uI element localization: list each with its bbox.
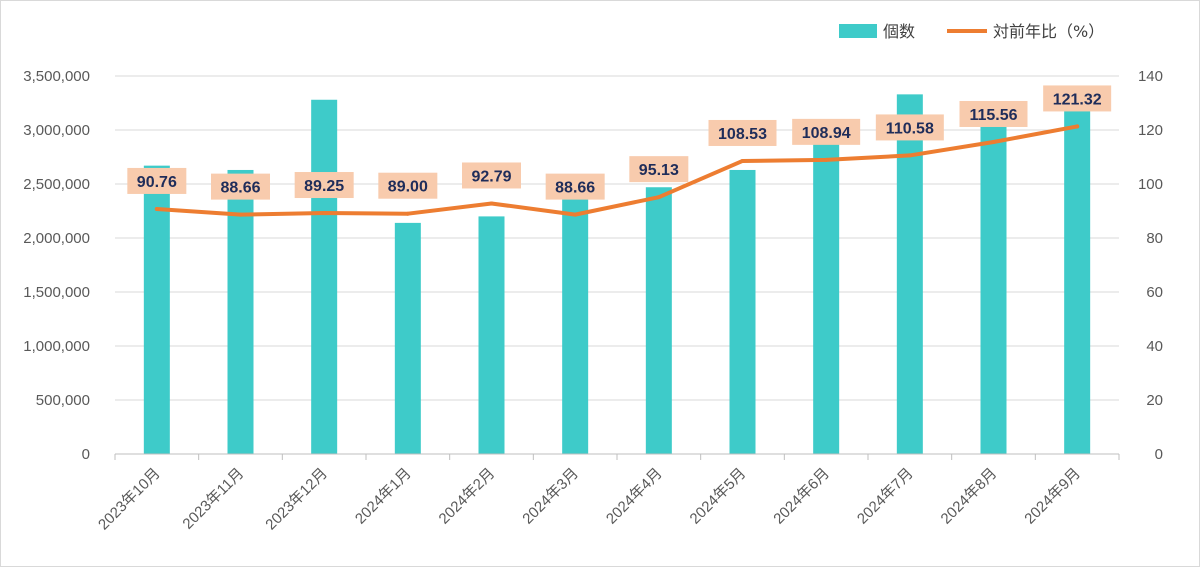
y-left-tick-label: 2,000,000 — [23, 230, 90, 247]
y-left-tick-label: 3,000,000 — [23, 122, 90, 139]
line-point — [322, 211, 327, 216]
bar — [645, 187, 672, 455]
y-right-tick-label: 60 — [1146, 284, 1163, 301]
data-label-bg — [792, 118, 861, 145]
gridlines — [115, 75, 1119, 401]
bar — [394, 222, 421, 454]
data-label: 89.00 — [388, 179, 428, 196]
data-label: 110.58 — [886, 120, 934, 137]
bar — [143, 165, 170, 454]
y-left-tick-label: 500,000 — [36, 392, 90, 409]
y-right-tick-label: 80 — [1146, 230, 1163, 247]
line-point — [907, 153, 912, 158]
x-tick-label: 2023年10月 — [95, 465, 164, 534]
data-label: 88.66 — [220, 180, 260, 197]
data-label: 92.79 — [471, 168, 511, 185]
bar — [896, 94, 923, 455]
y-right-tick-label: 0 — [1155, 446, 1163, 463]
bar — [478, 216, 505, 454]
x-tick-label: 2024年7月 — [854, 465, 917, 528]
bar-series — [143, 94, 1091, 455]
bar — [729, 169, 756, 454]
data-label-bg — [294, 172, 354, 199]
y-right-tick-label: 20 — [1146, 392, 1163, 409]
data-label: 89.25 — [304, 178, 344, 195]
data-labels: 90.76 88.66 89.25 89.00 92.79 88.66 95.13 108.5… — [127, 85, 1112, 200]
line-point — [238, 212, 243, 217]
data-label-bg — [1043, 85, 1112, 112]
data-label: 121.32 — [1053, 91, 1102, 108]
x-tick-label: 2024年4月 — [603, 465, 666, 528]
line-point — [573, 212, 578, 217]
x-tick-label: 2024年9月 — [1021, 465, 1084, 528]
data-label-bg — [708, 119, 777, 146]
bar — [227, 169, 254, 454]
y-right-tick-label: 40 — [1146, 338, 1163, 355]
legend: 個数 対前年比（%） — [839, 22, 1104, 41]
x-tick-label: 2023年11月 — [179, 465, 247, 533]
x-tick-label: 2024年3月 — [519, 465, 582, 528]
data-label: 115.56 — [969, 107, 1017, 124]
data-label: 95.13 — [639, 162, 679, 179]
bar — [562, 195, 589, 454]
line-point — [154, 206, 159, 211]
line-path — [154, 124, 1080, 217]
line-point — [824, 157, 829, 162]
data-label-bg — [959, 100, 1028, 127]
line-point — [489, 201, 494, 206]
line-point — [991, 139, 996, 144]
bar — [311, 99, 338, 454]
x-tick-label: 2024年2月 — [436, 465, 499, 528]
x-tick-label: 2024年6月 — [770, 465, 833, 528]
y-left-tick-label: 0 — [82, 446, 90, 463]
data-label-bg — [211, 173, 270, 200]
data-label-bg — [545, 173, 605, 200]
y-right-tick-label: 140 — [1138, 68, 1163, 85]
y-right-tick-label: 100 — [1138, 176, 1163, 193]
line-point — [740, 158, 745, 163]
y-right-tick-label: 120 — [1138, 122, 1163, 139]
x-tick-label: 2024年5月 — [687, 465, 750, 528]
data-label-bg — [629, 156, 689, 183]
line-point — [656, 195, 661, 200]
data-label-bg — [875, 114, 944, 141]
legend-label-bar: 個数 — [883, 22, 915, 41]
line-point — [1075, 124, 1080, 129]
data-label-bg — [127, 167, 187, 194]
data-label: 90.76 — [137, 174, 177, 191]
x-tick-label: 2024年1月 — [352, 465, 415, 528]
y-left-tick-label: 2,500,000 — [23, 176, 90, 193]
bar — [980, 114, 1007, 454]
y-left-tick-label: 3,500,000 — [23, 68, 90, 85]
line-series — [154, 124, 1080, 217]
bar — [1064, 106, 1091, 455]
data-label: 88.66 — [555, 180, 595, 197]
bar — [813, 138, 840, 454]
x-tick-label: 2023年12月 — [262, 465, 331, 534]
line-point — [405, 211, 410, 216]
y-left-tick-label: 1,000,000 — [23, 338, 90, 355]
data-label: 108.94 — [802, 125, 851, 142]
legend-swatch-bar — [839, 24, 877, 38]
data-label-bg — [378, 172, 438, 199]
y-left-tick-label: 1,500,000 — [23, 284, 90, 301]
data-label: 108.53 — [718, 126, 767, 143]
data-label-bg — [462, 162, 521, 189]
legend-label-line: 対前年比（%） — [993, 22, 1104, 41]
x-tick-label: 2024年8月 — [938, 465, 1001, 528]
